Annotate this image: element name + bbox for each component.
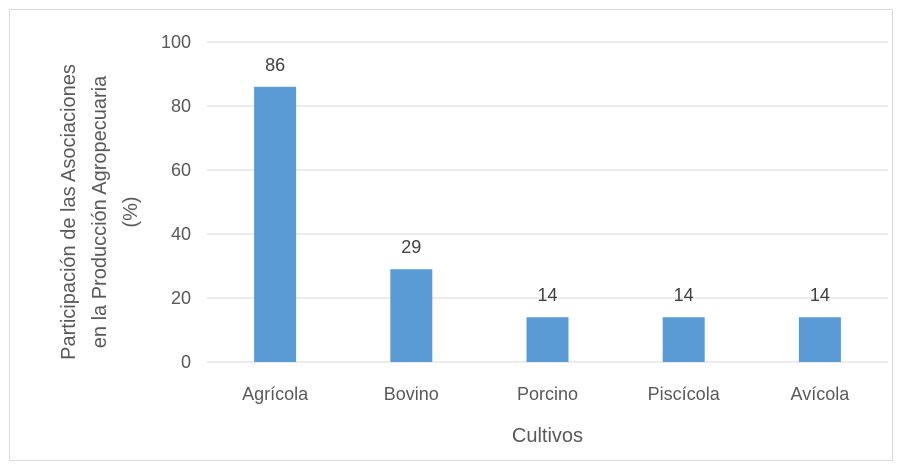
y-axis-title: Participación de las Asociaciones en la P… (58, 64, 142, 360)
x-tick-label: Porcino (517, 384, 578, 404)
bar-bovino (390, 269, 433, 362)
x-tick-labels: Agrícola Bovino Porcino Piscícola Avícola (242, 384, 850, 404)
data-label: 14 (537, 285, 557, 305)
y-axis-title-line: (%) (120, 196, 142, 227)
y-tick-label: 40 (171, 224, 191, 244)
data-label: 14 (674, 285, 694, 305)
y-tick-label: 100 (161, 32, 191, 52)
data-label: 86 (265, 55, 285, 75)
y-tick-label: 80 (171, 96, 191, 116)
y-tick-labels: 0 20 40 60 80 100 (161, 32, 191, 372)
bars (254, 86, 841, 363)
bar-agrícola (254, 86, 297, 363)
data-label: 14 (810, 285, 830, 305)
x-tick-label: Agrícola (242, 384, 309, 404)
bar-avícola (798, 317, 841, 362)
bar-piscícola (662, 317, 705, 362)
y-tick-label: 60 (171, 160, 191, 180)
y-tick-label: 0 (181, 352, 191, 372)
y-axis-title-line: Participación de las Asociaciones (58, 64, 80, 360)
x-tick-label: Piscícola (648, 384, 721, 404)
x-tick-label: Avícola (791, 384, 851, 404)
chart-frame: 0 20 40 60 80 100 Agrícola Bovino Porcino Piscíc… (9, 9, 893, 461)
y-axis-title-line: en la Producción Agropecuaria (89, 75, 111, 348)
x-tick-label: Bovino (384, 384, 439, 404)
bar-chart: 0 20 40 60 80 100 Agrícola Bovino Porcino Piscíc… (58, 32, 888, 447)
gridlines (207, 41, 888, 363)
data-labels: 86 29 14 14 14 (265, 55, 830, 305)
y-tick-label: 20 (171, 288, 191, 308)
x-axis-title: Cultivos (512, 425, 583, 447)
data-label: 29 (401, 237, 421, 257)
bar-porcino (526, 317, 569, 362)
